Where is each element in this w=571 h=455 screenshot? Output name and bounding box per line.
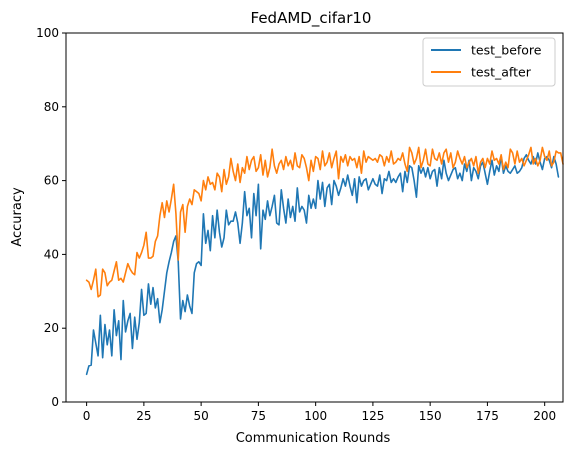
series-line-test-after <box>85 146 564 298</box>
x-tick-label: 25 <box>136 409 151 423</box>
legend: test_before test_after <box>422 37 556 87</box>
y-tick-label: 20 <box>44 321 59 335</box>
series-layer <box>85 146 564 376</box>
y-tick-label: 60 <box>44 174 59 188</box>
x-tick-label: 50 <box>193 409 208 423</box>
x-tick-label: 125 <box>361 409 384 423</box>
x-axis: 0 25 50 75 100 125 150 175 200 <box>83 402 556 423</box>
y-axis: 0 20 40 60 80 100 <box>36 26 66 409</box>
x-tick-label: 75 <box>251 409 266 423</box>
x-tick-label: 0 <box>83 409 91 423</box>
x-tick-label: 100 <box>304 409 327 423</box>
y-axis-label: Accuracy <box>10 187 25 247</box>
series-line-test-before <box>85 152 560 376</box>
legend-label-test-before: test_before <box>471 43 542 58</box>
y-tick-label: 0 <box>51 395 59 409</box>
plot-background <box>66 33 563 402</box>
chart-title: FedAMD_cifar10 <box>251 9 372 28</box>
legend-label-test-after: test_after <box>471 65 532 80</box>
y-tick-label: 100 <box>36 26 59 40</box>
y-tick-label: 80 <box>44 100 59 114</box>
x-axis-label: Communication Rounds <box>236 431 391 446</box>
x-tick-label: 175 <box>476 409 499 423</box>
x-tick-label: 150 <box>419 409 442 423</box>
plot-frame <box>65 32 564 403</box>
x-tick-label: 200 <box>533 409 556 423</box>
y-tick-label: 40 <box>44 247 59 261</box>
plot-area <box>65 32 564 403</box>
